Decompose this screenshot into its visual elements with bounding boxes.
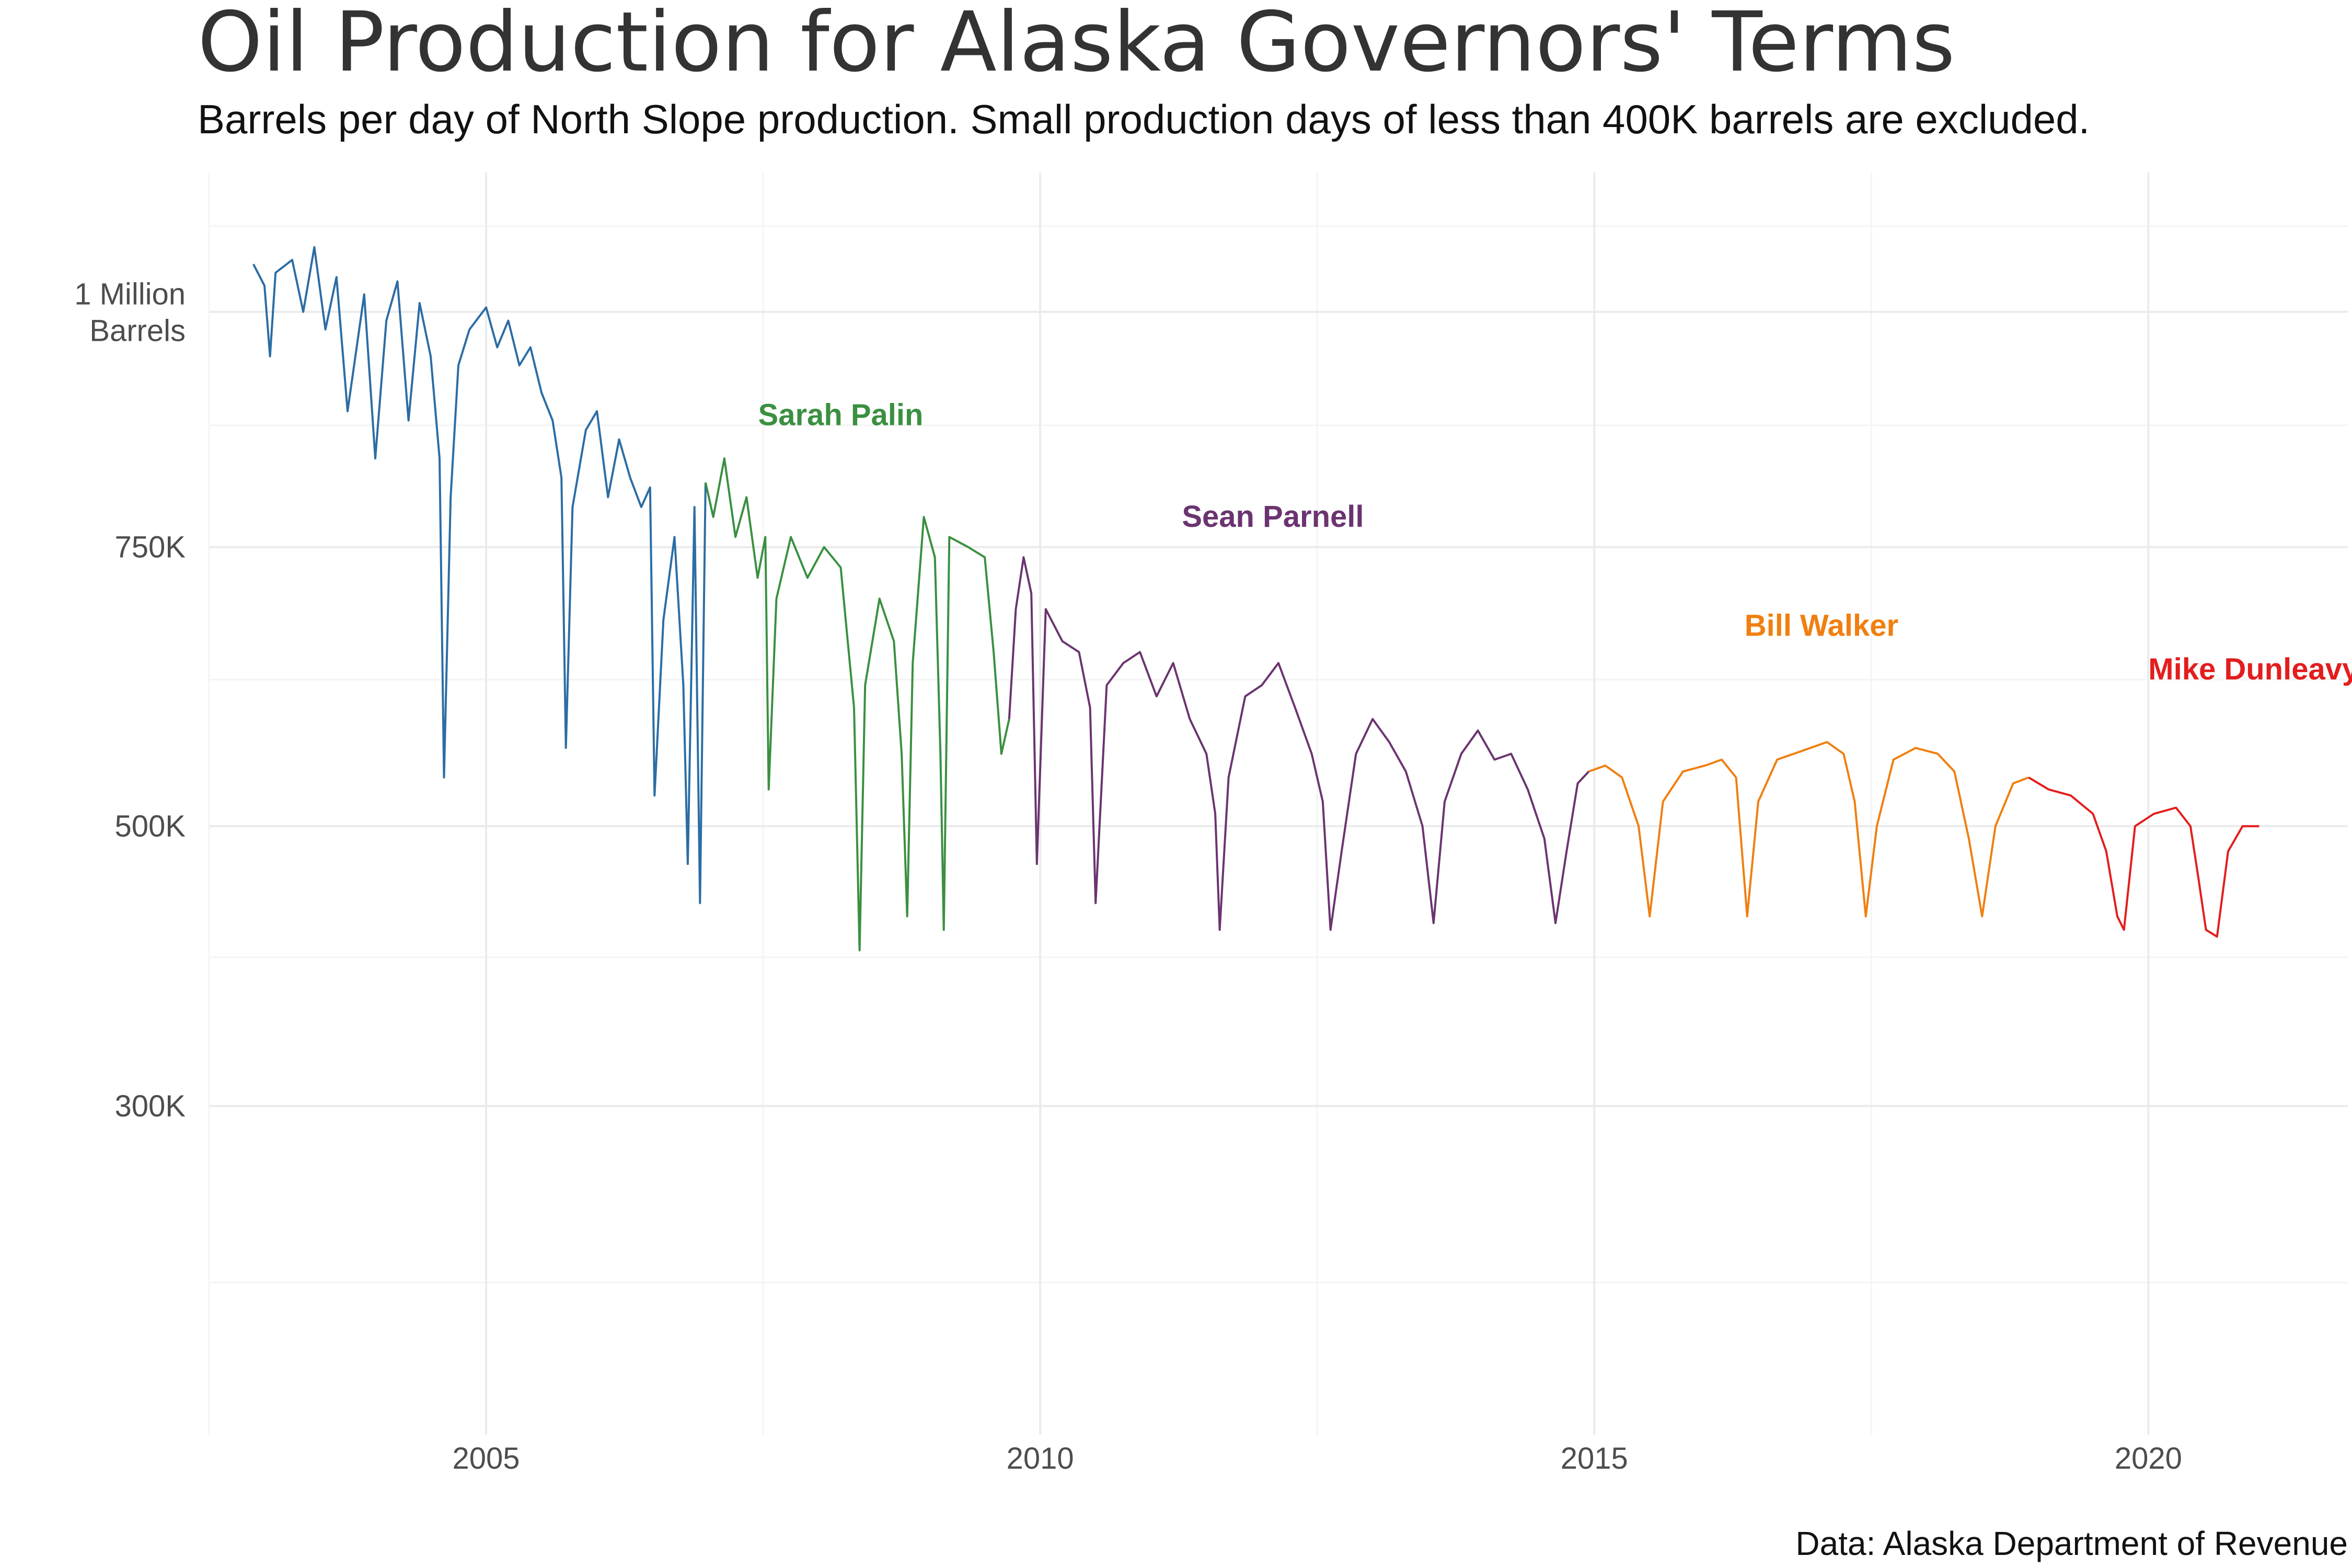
x-tick-label: 2010 xyxy=(1007,1442,1074,1475)
governor-label: Sarah Palin xyxy=(758,398,924,432)
governor-label: Mike Dunleavy xyxy=(2148,652,2352,686)
y-tick-label: 300K xyxy=(115,1089,186,1123)
gridlines xyxy=(208,172,2348,1435)
series-line-4 xyxy=(1588,741,2030,918)
chart-subtitle: Barrels per day of North Slope productio… xyxy=(198,96,2090,142)
governor-label: Sean Parnell xyxy=(1182,500,1364,534)
chart-title: Oil Production for Alaska Governors' Ter… xyxy=(198,0,1955,90)
series-line-5 xyxy=(2028,776,2259,938)
governor-labels: Sarah Palin Sean Parnell Bill Walker Mike D… xyxy=(758,398,2352,687)
series-line-2 xyxy=(704,457,1010,952)
y-tick-label: 500K xyxy=(115,810,186,844)
x-tick-label: 2015 xyxy=(1561,1442,1628,1475)
governor-label: Bill Walker xyxy=(1745,609,1898,643)
chart-caption: Data: Alaska Department of Revenue xyxy=(1795,1525,2348,1562)
x-tick-label: 2020 xyxy=(2115,1442,2182,1475)
series-line-3 xyxy=(1008,556,1590,931)
y-tick-label-line2: Barrels xyxy=(89,314,186,348)
y-tick-label: 1 Million xyxy=(74,278,186,312)
series-lines xyxy=(252,246,2259,952)
y-tick-label: 750K xyxy=(115,531,186,564)
x-tick-label: 2005 xyxy=(453,1442,520,1475)
series-line-1 xyxy=(252,246,707,904)
x-axis: 2005 2010 2015 2020 xyxy=(453,1442,2182,1475)
